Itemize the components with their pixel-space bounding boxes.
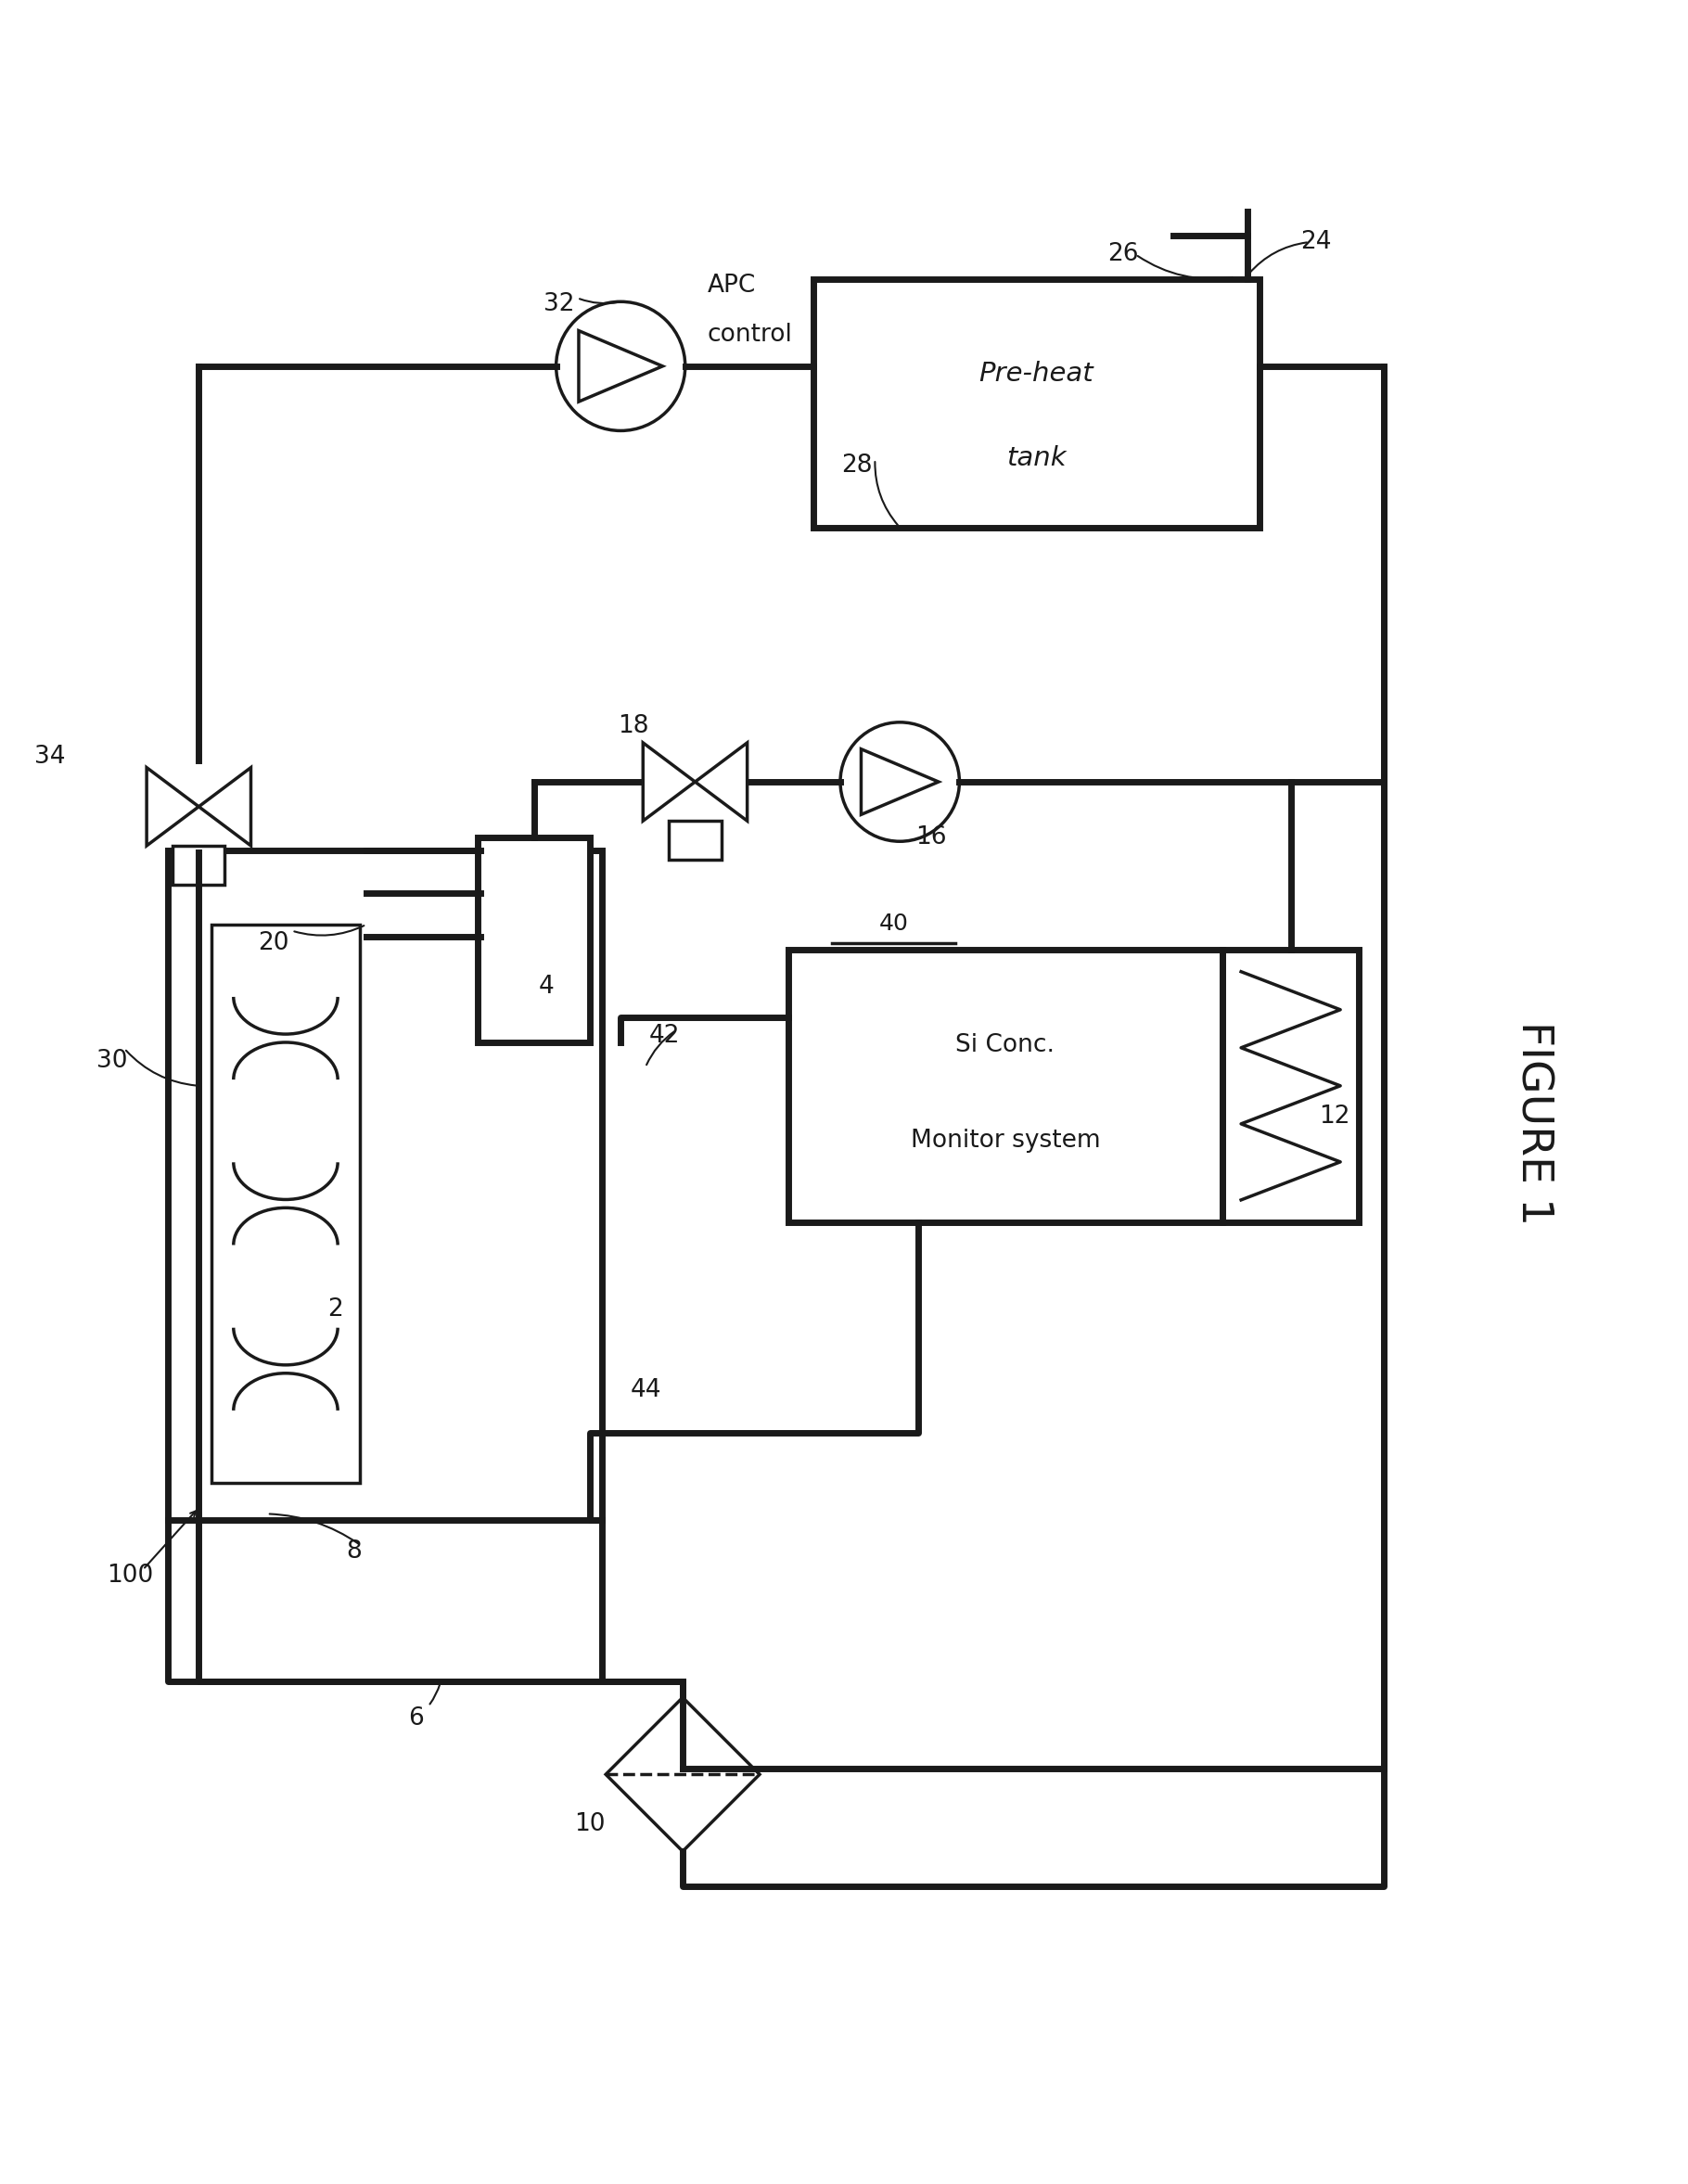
Text: 34: 34 bbox=[34, 745, 66, 769]
Polygon shape bbox=[861, 749, 939, 815]
Text: 28: 28 bbox=[841, 454, 873, 478]
Text: 20: 20 bbox=[258, 930, 289, 954]
Text: 24: 24 bbox=[1300, 229, 1332, 253]
Circle shape bbox=[555, 301, 685, 430]
Bar bbox=[788, 950, 1222, 1223]
Text: FIGURE 1: FIGURE 1 bbox=[1512, 1020, 1553, 1225]
Bar bbox=[167, 850, 603, 1520]
Text: 16: 16 bbox=[915, 826, 947, 850]
Bar bbox=[814, 280, 1259, 529]
Text: 2: 2 bbox=[327, 1297, 343, 1321]
Bar bbox=[1222, 950, 1359, 1223]
Text: 12: 12 bbox=[1318, 1105, 1350, 1129]
Polygon shape bbox=[643, 743, 695, 821]
Polygon shape bbox=[579, 330, 663, 402]
Text: Pre-heat: Pre-heat bbox=[979, 360, 1094, 387]
Bar bbox=[211, 924, 360, 1483]
Text: Monitor system: Monitor system bbox=[910, 1129, 1101, 1153]
Text: 6: 6 bbox=[408, 1706, 424, 1730]
Bar bbox=[668, 821, 721, 860]
Text: Si Conc.: Si Conc. bbox=[955, 1033, 1055, 1057]
Text: 30: 30 bbox=[96, 1048, 128, 1072]
Circle shape bbox=[841, 723, 959, 841]
Polygon shape bbox=[606, 1697, 760, 1852]
Bar bbox=[172, 845, 225, 885]
Text: APC: APC bbox=[707, 273, 756, 297]
Text: 18: 18 bbox=[618, 714, 648, 738]
Text: 44: 44 bbox=[630, 1378, 662, 1402]
Text: 32: 32 bbox=[544, 293, 574, 317]
Text: tank: tank bbox=[1006, 446, 1067, 472]
Text: 26: 26 bbox=[1107, 242, 1139, 266]
Text: 42: 42 bbox=[648, 1024, 680, 1048]
Text: 8: 8 bbox=[346, 1540, 361, 1564]
Text: 40: 40 bbox=[879, 913, 908, 935]
Text: 10: 10 bbox=[574, 1813, 606, 1837]
Bar bbox=[478, 839, 589, 1042]
Polygon shape bbox=[695, 743, 748, 821]
Polygon shape bbox=[147, 767, 199, 845]
Text: 4: 4 bbox=[538, 974, 554, 998]
Text: control: control bbox=[707, 323, 793, 347]
Text: 100: 100 bbox=[108, 1564, 154, 1588]
Polygon shape bbox=[199, 767, 252, 845]
